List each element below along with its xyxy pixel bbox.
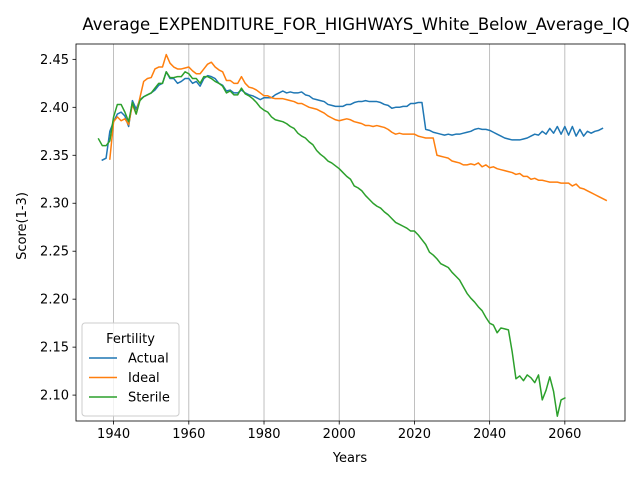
x-tick-label: 2060	[548, 427, 581, 442]
x-axis-ticks: 1940 1960 1980 2000 2020 2040 2060	[97, 421, 581, 442]
chart-title: Average_EXPENDITURE_FOR_HIGHWAYS_White_B…	[82, 15, 629, 35]
series-line-sterile	[97, 71, 566, 417]
legend-label-sterile: Sterile	[128, 391, 170, 406]
y-tick-label: 2.45	[40, 53, 69, 68]
y-tick-label: 2.25	[40, 245, 69, 260]
y-tick-label: 2.40	[40, 101, 69, 116]
x-axis-label: Years	[332, 451, 368, 466]
y-tick-label: 2.10	[40, 389, 69, 404]
legend-label-ideal: Ideal	[128, 371, 160, 386]
x-tick-label: 1980	[247, 427, 280, 442]
plot-frame	[75, 43, 626, 422]
x-tick-label: 2040	[473, 427, 506, 442]
y-axis-label: Score(1-3)	[15, 192, 30, 260]
legend-title: Fertility	[106, 332, 155, 347]
y-tick-label: 2.35	[40, 149, 69, 164]
x-tick-label: 1940	[97, 427, 130, 442]
legend-entries: Actual Ideal Sterile	[89, 352, 170, 406]
legend: Fertility Actual Ideal Sterile	[81, 322, 180, 417]
y-tick-label: 2.20	[40, 293, 69, 308]
legend-label-actual: Actual	[128, 352, 169, 367]
legend-box	[81, 322, 180, 417]
x-tick-label: 1960	[172, 427, 205, 442]
series-line-actual	[101, 71, 604, 162]
series-lines	[97, 53, 608, 417]
y-tick-label: 2.30	[40, 197, 69, 212]
y-tick-label: 2.15	[40, 341, 69, 356]
x-tick-label: 2020	[398, 427, 431, 442]
series-line-ideal	[109, 53, 608, 202]
x-tick-label: 2000	[323, 427, 356, 442]
y-axis-ticks: 2.10 2.15 2.20 2.25 2.30 2.35 2.40 2.45	[40, 53, 76, 404]
